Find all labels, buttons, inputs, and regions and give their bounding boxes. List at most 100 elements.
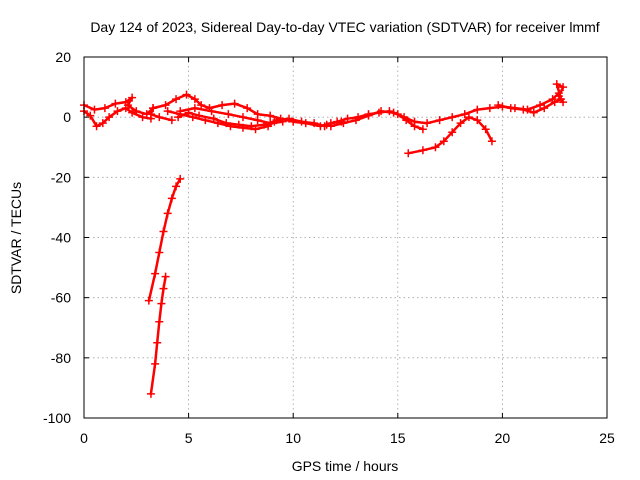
y-tick-label: 0 xyxy=(63,109,71,125)
data-point xyxy=(155,113,164,122)
data-point xyxy=(197,101,206,110)
data-point xyxy=(151,269,160,278)
y-axis-label: SDTVAR / TECUs xyxy=(8,182,24,294)
data-point xyxy=(155,248,164,257)
data-point xyxy=(163,107,172,116)
data-point xyxy=(285,114,294,123)
data-point xyxy=(184,108,193,117)
x-tick-label: 10 xyxy=(285,430,301,446)
axis-ticks xyxy=(83,56,608,419)
series-line xyxy=(82,106,153,128)
data-point xyxy=(207,107,216,116)
data-point xyxy=(418,146,427,155)
y-tick-label: -20 xyxy=(51,169,71,185)
data-point xyxy=(121,104,130,113)
data-point xyxy=(404,149,413,158)
data-point xyxy=(113,107,122,116)
data-point xyxy=(161,272,170,281)
series-line xyxy=(407,115,494,155)
data-point xyxy=(473,105,482,114)
data-point xyxy=(364,111,373,120)
y-tick-label: -40 xyxy=(51,230,71,246)
data-point xyxy=(253,116,262,125)
data-point xyxy=(278,117,287,126)
data-point xyxy=(554,92,563,101)
data-point xyxy=(473,116,482,125)
x-tick-label: 15 xyxy=(390,430,406,446)
data-point xyxy=(100,104,109,113)
data-point xyxy=(128,108,137,117)
y-tick-label: -60 xyxy=(51,290,71,306)
data-point xyxy=(234,120,243,129)
data-point xyxy=(494,101,503,110)
data-point xyxy=(540,104,549,113)
data-point xyxy=(351,116,360,125)
data-point xyxy=(159,284,168,293)
data-point xyxy=(230,99,239,108)
data-point xyxy=(163,209,172,218)
data-point xyxy=(431,143,440,152)
x-tick-label: 25 xyxy=(599,430,615,446)
data-point xyxy=(98,119,107,128)
data-point xyxy=(423,119,432,128)
data-point xyxy=(224,110,233,119)
data-point xyxy=(92,122,101,131)
data-point xyxy=(435,116,444,125)
data-point xyxy=(389,108,398,117)
data-point xyxy=(138,113,147,122)
data-point xyxy=(149,104,158,113)
data-point xyxy=(559,98,568,107)
grid xyxy=(84,57,607,418)
chart-title: Day 124 of 2023, Sidereal Day-to-day VTE… xyxy=(90,19,599,35)
data-point xyxy=(172,182,181,191)
data-point xyxy=(157,299,166,308)
data-point xyxy=(487,137,496,146)
data-point xyxy=(400,113,409,122)
tick-labels: 0 5 10 15 20 25 -100 -80 -60 -40 -20 0 20 xyxy=(43,49,615,446)
data-point xyxy=(297,117,306,126)
data-point xyxy=(218,101,227,110)
data-point xyxy=(439,137,448,146)
data-point xyxy=(146,114,155,123)
data-point xyxy=(105,113,114,122)
data-point xyxy=(190,95,199,104)
data-point xyxy=(550,98,559,107)
data-point xyxy=(151,359,160,368)
data-point xyxy=(155,317,164,326)
data-point xyxy=(448,128,457,137)
x-tick-label: 20 xyxy=(495,430,511,446)
data-point xyxy=(167,116,176,125)
x-tick-label: 0 xyxy=(80,430,88,446)
data-point xyxy=(322,120,331,129)
data-point xyxy=(86,111,95,120)
data-point xyxy=(559,83,568,92)
data-point xyxy=(182,90,191,99)
data-point xyxy=(146,389,155,398)
series-track-j xyxy=(494,80,568,117)
data-point xyxy=(326,122,335,131)
series-layer xyxy=(80,80,568,398)
data-point xyxy=(481,125,490,134)
data-point xyxy=(456,119,465,128)
data-point xyxy=(161,101,170,110)
x-tick-label: 5 xyxy=(185,430,193,446)
data-point xyxy=(222,119,231,128)
data-point xyxy=(167,194,176,203)
data-point xyxy=(485,104,494,113)
data-point xyxy=(377,107,386,116)
data-point xyxy=(195,111,204,120)
data-point xyxy=(90,105,99,114)
data-point xyxy=(172,95,181,104)
series-track-l xyxy=(146,272,170,398)
data-point xyxy=(506,104,515,113)
data-point xyxy=(174,113,183,122)
data-point xyxy=(339,119,348,128)
data-point xyxy=(176,174,185,183)
data-point xyxy=(410,117,419,126)
data-point xyxy=(460,110,469,119)
data-point xyxy=(464,113,473,122)
data-point xyxy=(266,111,275,120)
data-point xyxy=(529,108,538,117)
y-tick-label: 20 xyxy=(55,49,71,65)
